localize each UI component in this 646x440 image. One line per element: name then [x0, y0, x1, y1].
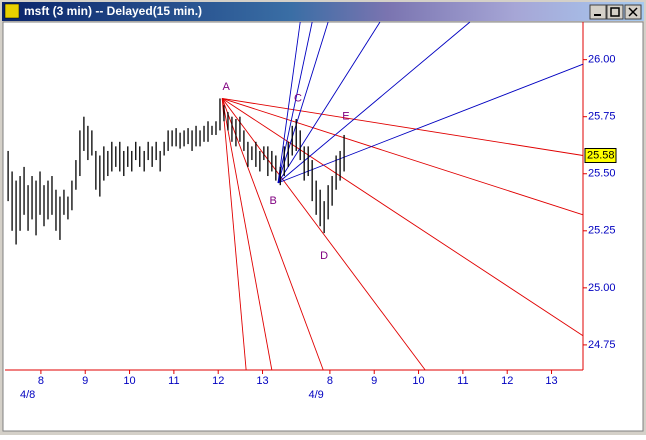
maximize-button[interactable] — [606, 4, 624, 20]
fan-line — [222, 98, 584, 156]
x-tick-label: 9 — [371, 375, 377, 387]
fan-line — [221, 98, 273, 371]
wave-label: C — [294, 92, 302, 104]
y-tick-label: 26.00 — [588, 54, 616, 66]
x-tick-label: 10 — [123, 375, 135, 387]
last-price-box — [584, 147, 617, 163]
y-tick-label: 24.75 — [588, 339, 616, 351]
fan-line — [277, 63, 584, 184]
wave-label: D — [320, 250, 328, 262]
x-tick-label: 12 — [212, 375, 224, 387]
window-buttons — [589, 4, 642, 20]
x-tick-label: 12 — [501, 375, 513, 387]
y-tick-label: 25.00 — [588, 282, 616, 294]
x-tick-label: 13 — [256, 375, 268, 387]
wave-label: A — [223, 81, 231, 93]
x-tick-label: 8 — [327, 375, 333, 387]
title-bar — [2, 2, 644, 21]
window-title: msft (3 min) -- Delayed(15 min.) — [24, 4, 202, 18]
y-tick-label: 25.75 — [588, 111, 616, 123]
date-label: 4/8 — [20, 389, 35, 401]
x-tick-label: 13 — [545, 375, 557, 387]
fan-line — [277, 21, 329, 184]
y-tick-label: 25.50 — [588, 168, 616, 180]
chart-area — [2, 21, 644, 432]
x-tick-label: 10 — [412, 375, 424, 387]
fan-line — [221, 98, 247, 371]
close-icon — [628, 7, 638, 17]
x-tick-label: 11 — [457, 375, 468, 387]
fan-line — [277, 21, 381, 184]
fan-line — [221, 98, 584, 337]
plot: 24.75 25.00 25.25 25.50 25.75 26.00 8 9 10 11 12 13… — [5, 21, 617, 401]
fan-line — [277, 21, 471, 184]
maximize-icon — [610, 7, 620, 17]
wave-label: E — [342, 111, 349, 123]
y-tick-label: 25.25 — [588, 225, 616, 237]
last-price-label: 25.58 — [587, 149, 615, 161]
x-tick-label: 8 — [38, 375, 44, 387]
fan-line — [277, 21, 301, 183]
minimize-button[interactable] — [589, 4, 607, 20]
fan-line — [222, 98, 584, 216]
x-tick-label: 9 — [82, 375, 88, 387]
app-icon — [4, 3, 20, 19]
date-label: 4/9 — [309, 389, 324, 401]
wave-label: B — [269, 195, 276, 207]
x-tick-label: 11 — [168, 375, 179, 387]
fan-line — [221, 98, 324, 371]
